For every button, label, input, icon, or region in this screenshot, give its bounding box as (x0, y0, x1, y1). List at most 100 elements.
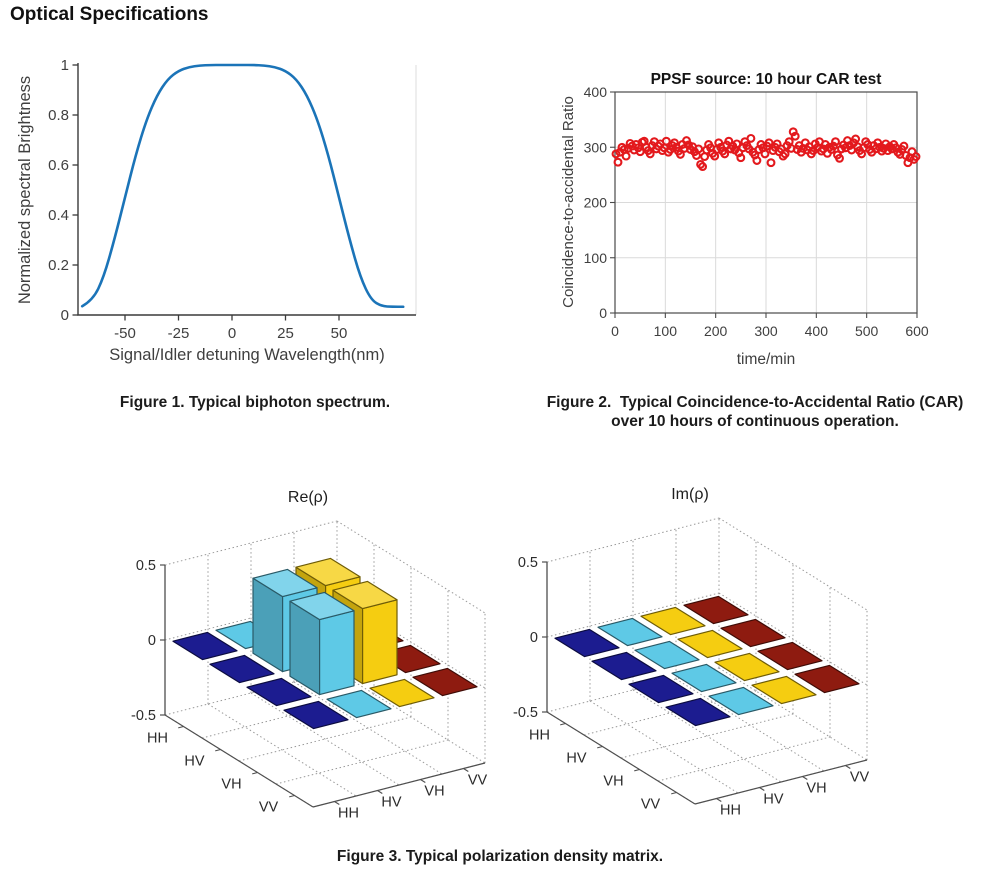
bar-top-face (295, 557, 361, 587)
scatter-point (621, 151, 631, 161)
fig2-title: PPSF source: 10 hour CAR test (651, 71, 882, 88)
z-tick-label: -0.5 (131, 708, 156, 724)
row-axis-label: VH (603, 774, 623, 790)
dotted-grid-line (293, 681, 443, 775)
x-tick-label: 0 (611, 323, 619, 339)
scatter-point (790, 131, 800, 141)
scatter-point (613, 157, 623, 167)
row-axis-label: HH (147, 731, 168, 747)
scatter-point (682, 136, 691, 146)
x-tick-label: 400 (805, 323, 829, 339)
matrix-tile (554, 628, 620, 658)
bar-top-face (252, 568, 318, 598)
z-tick-label: 0.5 (518, 555, 538, 571)
matrix-tile (640, 606, 706, 636)
y-tick-label: 1 (61, 57, 69, 74)
col-tick (377, 790, 383, 794)
x-tick-label: 0 (228, 325, 236, 342)
scatter-point (698, 162, 708, 172)
x-tick-label: 200 (704, 323, 728, 339)
matrix-tile (628, 674, 694, 704)
spectrum-curve (80, 63, 405, 309)
scatter-point (661, 136, 671, 146)
figure1-caption: Figure 1. Typical biphoton spectrum. (119, 394, 391, 411)
bar3d-panel: 0.5 0 -0.5 HH HV VH VV HH HV VH VV Re(ρ) (131, 489, 487, 822)
matrix-tile (591, 651, 657, 681)
y-tick-label: 0.4 (48, 207, 69, 224)
z-tick-label: 0 (530, 630, 538, 646)
x-tick-label: 500 (855, 323, 879, 339)
matrix-tile (751, 675, 817, 705)
scatter-point (911, 152, 921, 162)
z-tick-label: -0.5 (513, 705, 538, 721)
scatter-point (645, 149, 655, 159)
bar-top-face (289, 591, 355, 621)
axis-line (312, 762, 486, 808)
scatter-point (873, 138, 883, 148)
matrix-tile (412, 667, 478, 697)
z-tick-label: 0.5 (136, 558, 156, 574)
x-tick-label: 100 (654, 323, 678, 339)
scatter-point (788, 127, 798, 137)
scatter-point (720, 149, 730, 159)
row-tick (289, 794, 295, 798)
matrix-tile (714, 652, 780, 682)
col-tick (845, 765, 851, 769)
figure2-caption-line2: over 10 hours of continuous operation. (611, 413, 899, 430)
matrix-tile (283, 700, 349, 730)
bar-top-face (332, 580, 398, 610)
row-axis-label: VH (221, 777, 241, 793)
col-axis-label: HV (763, 792, 783, 808)
dotted-grid-line (275, 739, 449, 785)
col-tick (420, 779, 426, 783)
col-axis-label: VV (468, 773, 488, 789)
dotted-grid-line (164, 520, 338, 566)
row-tick (634, 768, 640, 772)
scatter-point (766, 158, 776, 168)
scatter-point (714, 138, 724, 148)
panel-title: Re(ρ) (288, 489, 328, 506)
x-tick-label: -25 (168, 325, 190, 342)
x-tick-label: 25 (277, 325, 294, 342)
dotted-grid-line (718, 592, 868, 686)
biphoton-spectrum-chart: 0 0.2 0.4 0.6 0.8 1 -50 -25 0 25 50 Normalized spec… (16, 57, 417, 364)
matrix-tile (634, 640, 700, 670)
y-tick-label: 0.2 (48, 257, 69, 274)
y-tick-label: 0.8 (48, 107, 69, 124)
fig2-y-axis-label: Coincidence-to-accidental Ratio (560, 96, 577, 308)
dotted-grid-line (546, 592, 720, 638)
col-axis-label: HH (720, 803, 741, 819)
dotted-grid-line (336, 520, 486, 614)
matrix-tile (794, 664, 860, 694)
row-axis-label: HH (529, 728, 550, 744)
matrix-tile (757, 641, 823, 671)
col-tick (802, 776, 808, 780)
col-tick (759, 787, 765, 791)
scatter-point (635, 147, 645, 157)
col-tick (463, 768, 469, 772)
y-tick-label: 0 (61, 307, 69, 324)
col-axis-label: HV (381, 795, 401, 811)
matrix-tile (708, 686, 774, 716)
col-axis-label: VV (850, 770, 870, 786)
axis-line (164, 714, 314, 808)
y-tick-label: 100 (584, 250, 608, 266)
fig1-x-axis-label: Signal/Idler detuning Wavelength(nm) (109, 346, 384, 364)
col-axis-label: VH (806, 781, 826, 797)
x-tick-label: -50 (114, 325, 136, 342)
car-test-chart: 0 100 200 300 400 0 100 200 300 400 500 600 PPSF sou… (560, 71, 929, 368)
y-tick-label: 200 (584, 195, 608, 211)
dotted-grid-line (675, 678, 825, 772)
dotted-grid-line (238, 716, 412, 762)
matrix-tile (677, 629, 743, 659)
dotted-grid-line (250, 692, 400, 786)
figure2-caption-line1: Figure 2. Typical Coincidence-to-Acciden… (546, 394, 964, 411)
matrix-tile (597, 617, 663, 647)
fig1-y-axis-label: Normalized spectral Brightness (16, 76, 34, 304)
density-matrix-chart: 0.5 0 -0.5 HH HV VH VV HH HV VH VV Re(ρ) 0.5 0 -0.5 HH H… (131, 486, 870, 822)
row-tick (178, 725, 184, 729)
row-axis-label: HV (566, 751, 586, 767)
dotted-grid-line (718, 517, 868, 611)
fig2-x-axis-label: time/min (737, 351, 796, 368)
